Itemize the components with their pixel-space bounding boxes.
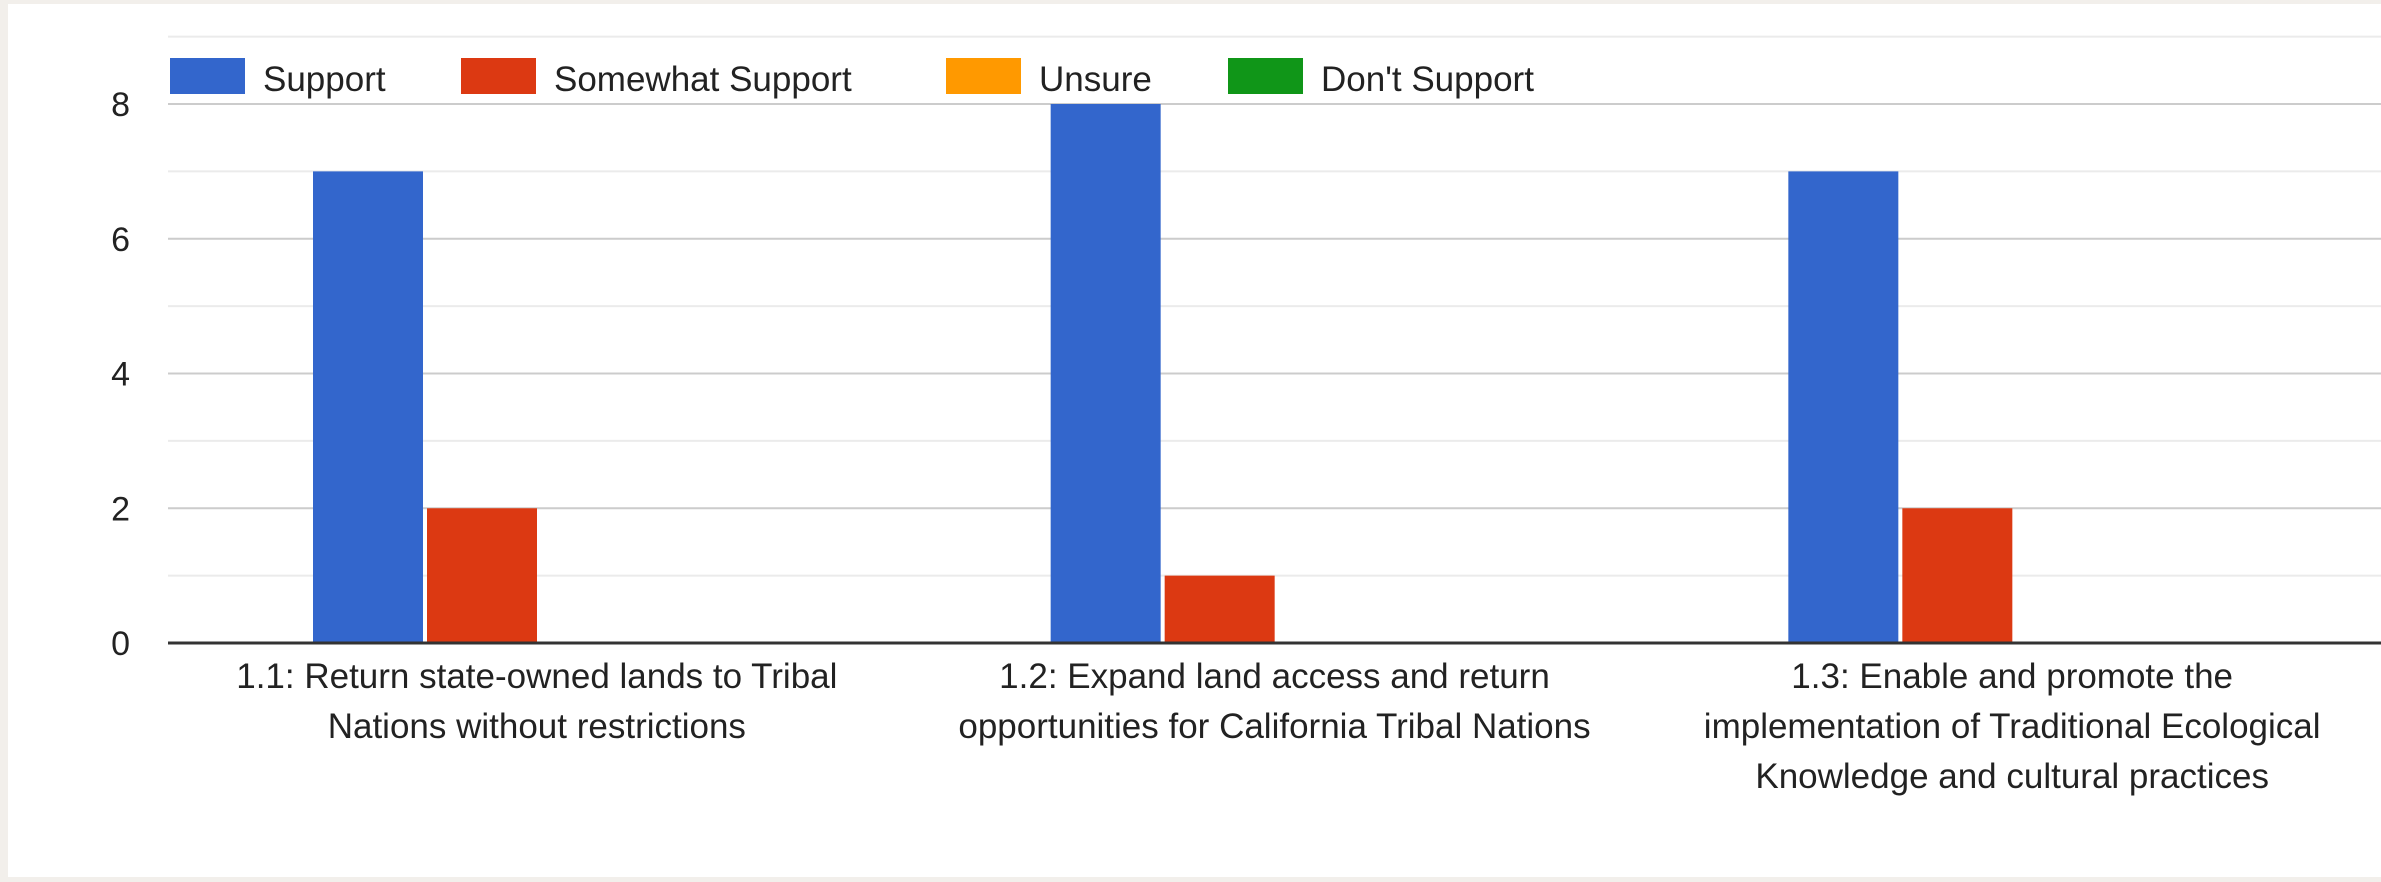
y-tick-label: 4 bbox=[111, 356, 130, 394]
bar-support-3[interactable] bbox=[1788, 171, 1899, 643]
legend[interactable]: Support Somewhat Support Unsure Don't Suppo… bbox=[170, 58, 1534, 99]
bar-somewhat-support-3[interactable] bbox=[1902, 508, 2013, 643]
x-axis-labels: 1.1: Return state-owned lands to Tribal N… bbox=[236, 657, 2320, 796]
x-category-label: implementation of Traditional Ecological bbox=[1704, 707, 2321, 746]
bar-support-1[interactable] bbox=[313, 171, 423, 643]
x-category-label: Nations without restrictions bbox=[328, 707, 746, 746]
legend-label: Unsure bbox=[1039, 60, 1152, 99]
x-category-label: 1.2: Expand land access and return bbox=[999, 657, 1550, 696]
legend-item-support[interactable]: Support bbox=[170, 58, 386, 99]
legend-label: Somewhat Support bbox=[554, 60, 852, 99]
y-tick-label: 8 bbox=[111, 86, 130, 124]
legend-swatch bbox=[1228, 58, 1303, 94]
y-tick-label: 0 bbox=[111, 625, 130, 663]
y-axis: 0 2 4 6 8 bbox=[111, 86, 130, 663]
gridlines bbox=[168, 35, 2381, 577]
legend-swatch bbox=[170, 58, 245, 94]
bars bbox=[313, 104, 2013, 643]
x-category-label: 1.3: Enable and promote the bbox=[1791, 657, 2233, 696]
legend-swatch bbox=[946, 58, 1021, 94]
legend-label: Don't Support bbox=[1321, 60, 1534, 99]
legend-label: Support bbox=[263, 60, 386, 99]
x-category-label: 1.1: Return state-owned lands to Tribal bbox=[236, 657, 837, 696]
y-tick-label: 6 bbox=[111, 221, 130, 259]
bar-somewhat-support-2[interactable] bbox=[1164, 575, 1275, 643]
y-tick-label: 2 bbox=[111, 490, 130, 528]
bar-chart: 0 2 4 6 8 1.1: Return state-owned lands to T… bbox=[111, 35, 2381, 796]
x-category-label: Knowledge and cultural practices bbox=[1755, 757, 2269, 796]
x-category-label: opportunities for California Tribal Nati… bbox=[958, 707, 1590, 746]
legend-swatch bbox=[461, 58, 536, 94]
legend-item-unsure[interactable]: Unsure bbox=[946, 58, 1152, 99]
legend-item-somewhat-support[interactable]: Somewhat Support bbox=[461, 58, 852, 99]
bar-somewhat-support-1[interactable] bbox=[427, 508, 537, 643]
legend-item-don-t-support[interactable]: Don't Support bbox=[1228, 58, 1534, 99]
bar-support-2[interactable] bbox=[1050, 104, 1161, 643]
chart-card: 0 2 4 6 8 1.1: Return state-owned lands to T… bbox=[8, 4, 2381, 877]
